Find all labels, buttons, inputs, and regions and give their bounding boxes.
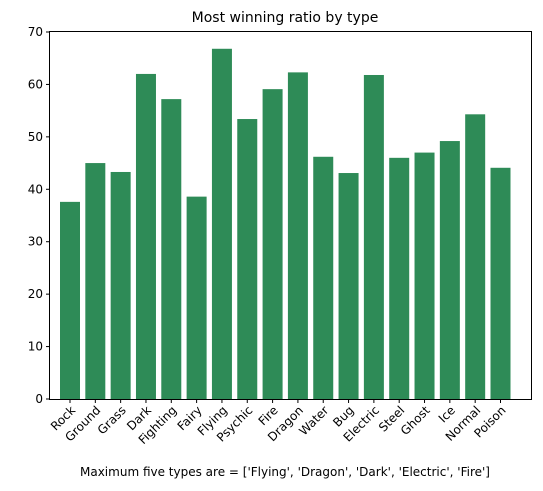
chart-title: Most winning ratio by type (192, 10, 379, 26)
bar-dark (135, 73, 156, 399)
y-tick-label: 70 (28, 25, 43, 39)
y-tick-label: 10 (28, 340, 43, 354)
x-axis-label: Maximum five types are = ['Flying', 'Dra… (80, 465, 490, 479)
y-axis: 0 10 20 30 40 50 60 70 (28, 25, 50, 406)
y-tick-label: 40 (28, 182, 43, 196)
y-tick-label: 50 (28, 130, 43, 144)
x-tick-label: Water (296, 403, 331, 438)
bar-psychic (237, 119, 258, 399)
bars-group (60, 48, 511, 400)
bar-dragon (287, 72, 308, 400)
bar-electric (363, 74, 384, 400)
y-tick-label: 0 (35, 392, 43, 406)
bar-poison (490, 167, 511, 399)
bar-water (313, 156, 334, 399)
y-tick-label: 60 (28, 77, 43, 91)
bar-fire (262, 89, 283, 400)
x-tick-label: Grass (95, 403, 129, 437)
bar-normal (465, 114, 486, 399)
x-tick-label: Ghost (398, 403, 433, 438)
bar-steel (389, 157, 410, 399)
x-axis: RockGroundGrassDarkFightingFairyFlyingPs… (48, 399, 509, 447)
y-tick-label: 30 (28, 235, 43, 249)
bar-ghost (414, 152, 435, 399)
bar-ground (85, 163, 106, 399)
bar-ice (439, 141, 460, 400)
bar-bug (338, 173, 359, 399)
bar-fairy (186, 196, 207, 399)
bar-flying (211, 48, 232, 399)
bar-fighting (161, 99, 182, 400)
bar-grass (110, 171, 131, 399)
y-tick-label: 20 (28, 287, 43, 301)
plot-frame (49, 31, 532, 400)
bar-rock (60, 201, 80, 399)
